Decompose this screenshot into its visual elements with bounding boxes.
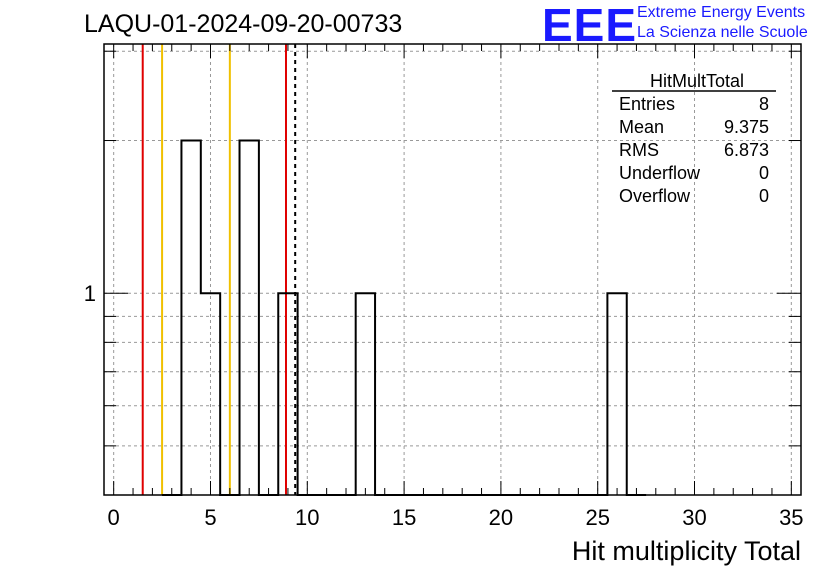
x-tick-label: 25	[585, 505, 609, 530]
stats-label: RMS	[619, 140, 659, 160]
histogram-bin	[201, 293, 220, 495]
histogram-bin	[181, 141, 200, 495]
x-tick-label: 20	[489, 505, 513, 530]
x-tick-label: 30	[682, 505, 706, 530]
logo-subtitle-line2: La Scienza nelle Scuole	[637, 24, 808, 41]
logo-subtitle-line1: Extreme Energy Events	[637, 4, 806, 21]
stats-value: 0	[759, 186, 769, 206]
stats-value: 8	[759, 94, 769, 114]
histogram-bin	[240, 141, 259, 495]
plot-frame	[103, 43, 802, 496]
marker-lines	[141, 44, 297, 495]
x-tick-label: 15	[392, 505, 416, 530]
x-tick-label: 5	[204, 505, 216, 530]
x-tick-label: 0	[108, 505, 120, 530]
histogram-bin	[278, 293, 297, 495]
histogram-bin	[356, 293, 375, 495]
x-axis-label: Hit multiplicity Total	[572, 536, 801, 566]
plot-border	[103, 43, 802, 496]
x-tick-label: 35	[779, 505, 803, 530]
chart-title: LAQU-01-2024-09-20-00733	[84, 10, 403, 38]
stats-box: HitMultTotal Entries 8 Mean 9.375 RMS 6.873 Und…	[612, 71, 776, 206]
stats-value: 9.375	[724, 117, 769, 137]
stats-value: 6.873	[724, 140, 769, 160]
stats-label: Entries	[619, 94, 675, 114]
histogram-bin	[607, 293, 626, 495]
eee-logo: EEE	[542, 0, 638, 51]
stats-label: Mean	[619, 117, 664, 137]
stats-title: HitMultTotal	[650, 71, 744, 91]
axis-ticks: 0 5 10 15 20 25 30 35 1	[84, 44, 804, 530]
stats-value: 0	[759, 163, 769, 183]
y-tick-label: 1	[84, 281, 96, 306]
stats-label: Overflow	[619, 186, 691, 206]
x-tick-label: 10	[295, 505, 319, 530]
stats-label: Underflow	[619, 163, 701, 183]
